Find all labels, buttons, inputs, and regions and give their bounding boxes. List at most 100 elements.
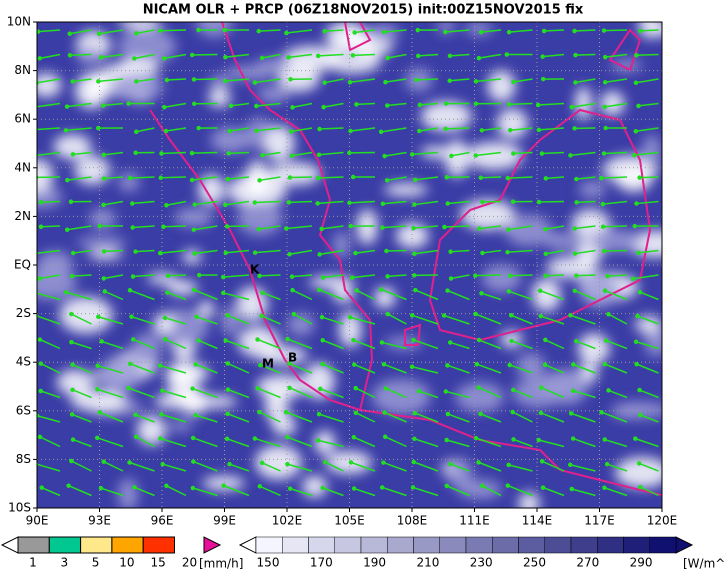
wind-arrow [191, 151, 218, 154]
wind-arrow [71, 313, 92, 325]
wind-head [157, 363, 163, 368]
cloud [111, 72, 164, 102]
wind-arrow [414, 249, 439, 255]
wind-arrow [639, 389, 659, 399]
lon-label: 90E [26, 514, 49, 528]
wind-arrow [513, 438, 533, 448]
wind-head [537, 288, 543, 293]
colorbar-label: 190 [363, 556, 386, 570]
wind-arrow [40, 225, 61, 228]
wind-head [290, 287, 295, 293]
cloud [174, 207, 213, 228]
wind-head [445, 201, 450, 206]
wind-head [473, 435, 479, 441]
cloud [226, 65, 273, 81]
colorbar-label: 3 [60, 556, 68, 570]
wind-head [473, 101, 479, 106]
wind-arrow [413, 461, 439, 472]
cloud [308, 275, 355, 289]
cloud-field [37, 22, 662, 508]
wind-head [257, 484, 263, 489]
wind-head [380, 201, 386, 206]
wind-head [191, 287, 197, 293]
wind-head [378, 129, 384, 135]
wind-arrow [545, 249, 565, 255]
wind-arrow [72, 151, 92, 156]
wind-head [96, 79, 101, 84]
wind-arrow [255, 249, 281, 254]
wind-arrow [385, 387, 407, 399]
lat-label: 4N [14, 160, 31, 174]
wind-arrow [230, 102, 250, 107]
cloud [202, 476, 245, 491]
wind-arrow [572, 437, 596, 448]
wind-head [509, 338, 514, 344]
cloud [516, 352, 545, 380]
wind-head [130, 225, 135, 230]
wind-head [226, 151, 231, 156]
colorbar-cell [465, 536, 493, 554]
wind-head [127, 288, 133, 293]
wind-arrow [509, 29, 533, 33]
wind-head [70, 152, 76, 157]
cloud [198, 301, 215, 318]
wind-head [543, 251, 549, 257]
wind-arrow [605, 339, 628, 350]
wind-arrow [39, 436, 61, 448]
wind-arrow [636, 363, 659, 374]
wind-arrow [103, 151, 124, 156]
cloud [268, 162, 321, 186]
lon-label: 99E [213, 514, 236, 528]
wind-head [350, 174, 356, 180]
cloud [465, 22, 493, 36]
wind-arrow [545, 176, 565, 180]
wind-head [252, 80, 258, 85]
wind-arrow [131, 315, 155, 325]
wind-arrow [103, 176, 124, 180]
wind-head [505, 483, 511, 488]
wind-arrow [570, 464, 596, 472]
wind-head [447, 78, 452, 83]
wind-arrow [289, 249, 313, 255]
wind-head [600, 201, 606, 207]
wind-head [543, 226, 548, 232]
wind-arrow [480, 29, 502, 33]
wind-arrow [451, 151, 470, 157]
wind-head [637, 387, 642, 393]
cloud [255, 445, 302, 480]
wind-arrow [352, 274, 376, 279]
wind-head [510, 409, 515, 415]
wind-arrow [507, 484, 533, 497]
wind-arrow [165, 338, 187, 350]
wind-arrow [350, 127, 376, 132]
wind-head [508, 312, 514, 318]
wind-head [445, 288, 450, 293]
wind-head [574, 176, 579, 182]
wind-arrow [387, 274, 407, 278]
wind-head [568, 312, 573, 318]
wind-head [33, 128, 36, 131]
wind-arrow [193, 460, 218, 472]
colorbar-unit: [W/m^2] [683, 557, 726, 571]
wind-head [634, 361, 639, 367]
cloud [458, 479, 502, 500]
wind-arrow [576, 340, 596, 350]
wind-arrow [637, 315, 659, 325]
wind-head [258, 362, 263, 368]
cloud [610, 59, 643, 72]
wind-arrow [415, 289, 439, 301]
wind-head [447, 53, 453, 59]
wind-head [95, 363, 100, 369]
wind-head [257, 178, 262, 183]
wind-arrow [323, 274, 344, 279]
colorbar-cell [334, 536, 362, 554]
wind-head [220, 274, 226, 280]
wind-head [317, 287, 322, 292]
wind-head [409, 364, 415, 369]
wind-head [287, 486, 293, 491]
wind-head [415, 27, 421, 33]
wind-head [444, 175, 450, 180]
wind-head [477, 226, 482, 231]
wind-arrow [227, 176, 250, 180]
wind-head [630, 276, 636, 282]
